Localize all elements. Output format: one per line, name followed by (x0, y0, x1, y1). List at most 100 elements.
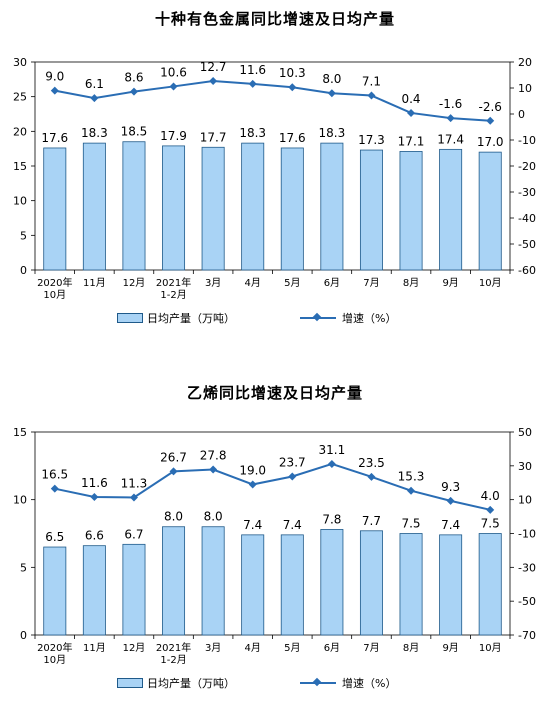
right-axis-tick-label: -30 (518, 186, 536, 199)
right-axis-tick-label: 20 (518, 56, 532, 69)
line-value-label: 4.0 (481, 489, 500, 503)
series-line (54, 462, 491, 511)
bar (201, 526, 225, 636)
right-axis-tick-label: -60 (518, 264, 536, 277)
bar (82, 142, 106, 271)
line-point (169, 82, 178, 91)
legend-item-bar: 日均产量（万吨） (117, 675, 235, 691)
line-point (327, 459, 336, 468)
line-value-label: 27.8 (200, 449, 227, 463)
bar (43, 546, 67, 636)
line-value-label: 8.0 (322, 72, 341, 86)
legend-item-line: 增速（%） (300, 675, 396, 691)
left-axis-tick-label: 15 (13, 160, 27, 173)
bar (439, 534, 463, 636)
line-value-label: 19.0 (239, 463, 266, 477)
right-axis-tick-label: -30 (518, 561, 536, 574)
line-point (90, 94, 99, 103)
left-axis-tick-label: 20 (13, 125, 27, 138)
bar-value-label: 7.4 (243, 518, 262, 532)
bar-value-label: 7.8 (322, 512, 341, 526)
bar (320, 142, 344, 271)
x-axis-tick-label: 2020年 (37, 641, 72, 654)
bar (280, 147, 304, 271)
x-axis-tick-label: 10月 (479, 277, 502, 289)
bar-value-label: 18.3 (239, 126, 266, 140)
legend-line-marker (300, 678, 336, 688)
left-axis-tick-label: 25 (13, 91, 27, 104)
line-value-label: 11.3 (121, 476, 148, 490)
bar-value-label: 18.3 (319, 126, 346, 140)
x-axis-tick-label: 4月 (245, 642, 261, 654)
chart-ethylene-plot: 0 5 10 15 -70 -50 -30 -10 10 30 50 6.5 6.6 6.7 8.0 8.0 7… (13, 426, 536, 666)
line-value-label: 7.1 (362, 75, 381, 89)
line-point (407, 108, 416, 117)
right-axis-tick-label: -40 (518, 212, 536, 225)
line-value-label: 31.1 (319, 443, 346, 457)
legend-bar-label: 日均产量（万吨） (147, 312, 235, 325)
line-point (129, 87, 138, 96)
chart-title: 十种有色金属同比增速及日均产量 (154, 10, 395, 28)
line-point (407, 486, 416, 495)
left-axis-tick-label: 0 (20, 264, 27, 277)
bar (439, 148, 463, 271)
line-point (446, 114, 455, 123)
line-point (50, 484, 59, 493)
bar-value-label: 17.3 (358, 133, 385, 147)
line-point (248, 480, 257, 489)
line-value-label: 23.5 (358, 456, 385, 470)
chart-ethylene: 乙烯同比增速及日均产量 0 5 10 15 -70 -50 -30 -10 10 30 50 6.5 6… (0, 370, 550, 705)
bar-value-label: 7.5 (481, 517, 500, 531)
x-axis-tick-label: 5月 (284, 642, 300, 654)
x-axis-tick-label: 10月 (479, 642, 502, 654)
bar (122, 543, 146, 636)
right-axis-tick-label: -70 (518, 629, 536, 642)
x-axis-tick-label: 10月 (43, 289, 66, 301)
line-value-label: 9.3 (441, 480, 460, 494)
bar (320, 529, 344, 636)
line-point (50, 86, 59, 95)
chart-legend: 日均产量（万吨） 增速（%） (0, 675, 550, 693)
left-axis-tick-label: 30 (13, 56, 27, 69)
line-value-label: -1.6 (439, 97, 462, 111)
legend-line-label: 增速（%） (342, 312, 397, 325)
left-axis-tick-label: 5 (20, 561, 27, 574)
bar (82, 545, 106, 636)
x-axis-tick-label: 1-2月 (160, 289, 186, 301)
line-point (446, 496, 455, 505)
bar (399, 533, 423, 636)
line-point (327, 89, 336, 98)
x-axis-tick-label: 4月 (245, 277, 261, 289)
bar-value-label: 17.9 (160, 129, 187, 143)
line-point (248, 79, 257, 88)
bar-value-label: 7.4 (441, 518, 460, 532)
x-axis-tick-label: 2021年 (156, 641, 191, 654)
bar (478, 533, 502, 636)
bar (162, 526, 186, 636)
x-axis-tick-label: 7月 (363, 642, 379, 654)
left-axis-tick-label: 5 (20, 229, 27, 242)
bar-value-label: 7.4 (283, 518, 302, 532)
right-axis-tick-label: -20 (518, 160, 536, 173)
left-axis-tick-label: 0 (20, 629, 27, 642)
line-value-label: 23.7 (279, 455, 306, 469)
bar (162, 145, 186, 271)
bar (478, 151, 502, 271)
right-axis-tick-label: 10 (518, 494, 532, 507)
x-axis-tick-label: 5月 (284, 277, 300, 289)
right-axis-tick-label: -50 (518, 238, 536, 251)
x-axis-tick-label: 8月 (403, 642, 419, 654)
legend-bar-swatch (117, 313, 143, 323)
bar-value-label: 17.7 (200, 130, 227, 144)
line-value-label: 15.3 (398, 470, 425, 484)
line-point (209, 465, 218, 474)
x-axis-tick-label: 3月 (205, 642, 221, 654)
bar-value-label: 17.6 (279, 131, 306, 145)
line-value-label: 26.7 (160, 450, 187, 464)
right-axis-tick-label: -50 (518, 595, 536, 608)
plot-frame (34, 431, 511, 636)
legend-item-line: 增速（%） (300, 310, 396, 326)
bar (241, 534, 265, 636)
bar-value-label: 6.7 (124, 527, 143, 541)
x-axis-tick-label: 12月 (123, 277, 146, 289)
